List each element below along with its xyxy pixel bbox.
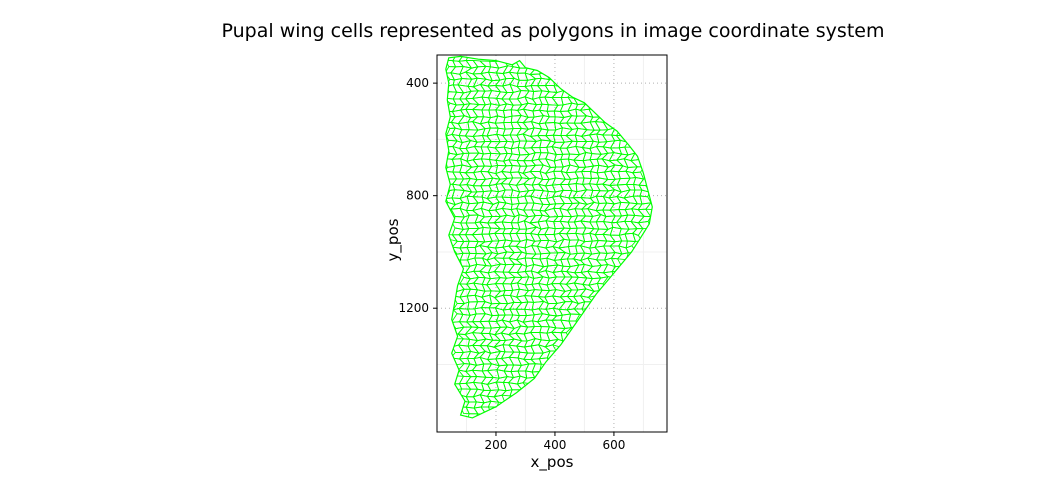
cell-polygon: [466, 413, 479, 418]
y-tick-label: 400: [406, 76, 429, 90]
cell-polygon: [644, 202, 653, 211]
y-axis-title: y_pos: [384, 218, 403, 261]
wing-outline: [445, 55, 653, 419]
y-tick-label: 1200: [398, 301, 429, 315]
x-tick-label: 200: [485, 438, 508, 452]
x-tick-label: 600: [602, 438, 625, 452]
x-axis: 200 400 600: [485, 432, 625, 452]
wing-cells: [445, 56, 653, 418]
x-axis-title: x_pos: [531, 453, 574, 472]
plot-frame: [436, 54, 668, 433]
y-tick-label: 800: [406, 189, 429, 203]
y-axis: 400 800 1200: [398, 76, 437, 315]
x-tick-label: 400: [543, 438, 566, 452]
plot-panel: [437, 55, 667, 432]
cell-polygons: [445, 55, 653, 419]
chart-title: Pupal wing cells represented as polygons…: [221, 20, 885, 42]
